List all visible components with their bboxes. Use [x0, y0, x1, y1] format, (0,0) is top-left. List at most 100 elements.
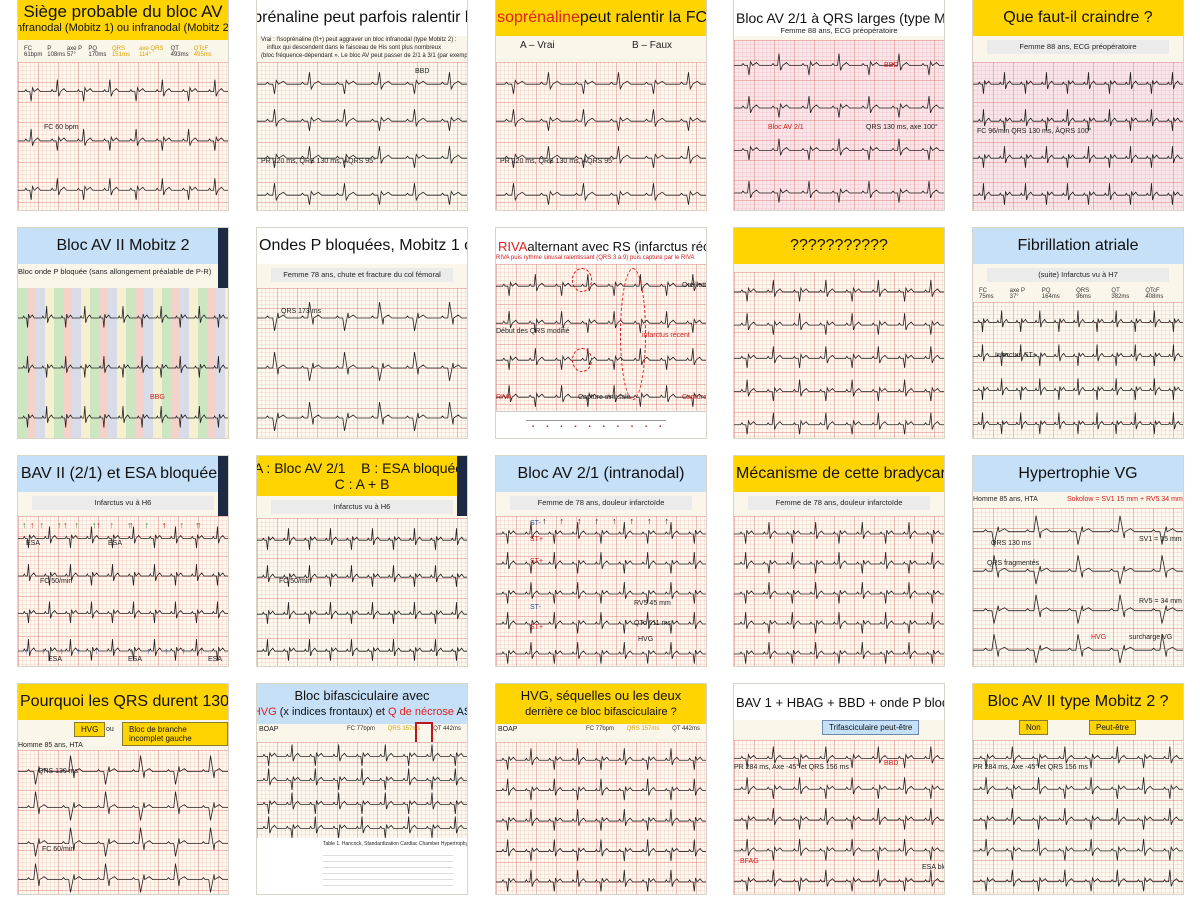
subtitle: Infarctus vu à H6 [32, 496, 214, 510]
slide-8[interactable]: RIVA alternant avec RS (infarctus récent… [496, 228, 706, 438]
arrow-row: ↑↑↑↑↑↑↑↑↑↑↑ [24, 646, 217, 656]
title-red: RIVA [498, 238, 528, 254]
slide-12[interactable]: A : Bloc AV 2/1 B : ESA bloquées C : A +… [257, 456, 467, 666]
ecg-lead-trace [734, 346, 944, 368]
slide-18[interactable]: HVG, séquelles ou les deux derrière ce b… [496, 684, 706, 894]
ecg-lead-trace [973, 869, 1183, 892]
answer-a[interactable]: A – Vrai [520, 40, 555, 51]
slide-title: Bloc AV 2/1 à QRS larges (type Mobitz 2) [734, 0, 944, 36]
measure: QTcF 495ms [193, 46, 212, 58]
marker-ellipse [572, 268, 592, 292]
ecg-strip [973, 740, 1183, 894]
title-mid: (x indices frontaux) et [276, 706, 388, 718]
ecg-lead-trace [496, 778, 706, 801]
slide-19[interactable]: BAV 1 + HBAG + BBD + onde P bloquée Trif… [734, 684, 944, 894]
text-line: Vrai : l'isoprénaline (ß+) peut aggraver… [261, 37, 457, 43]
caption: BOAP [259, 726, 279, 733]
measure: QRS 96ms [1076, 288, 1091, 300]
ecg-lead-trace [734, 313, 944, 335]
answer-b[interactable]: B – Faux [632, 40, 673, 51]
measure: QT 382ms [1111, 288, 1130, 300]
slide-title: RIVA alternant avec RS (infarctus récent… [496, 228, 706, 264]
caption-text: PR 284 ms, Axe -45° et QRS 156 ms [734, 764, 849, 771]
slide-6[interactable]: Bloc AV II Mobitz 2 Bloc onde P bloquée … [18, 228, 228, 438]
slide-9[interactable]: ??????????? [734, 228, 944, 438]
ecg-strip [257, 518, 467, 666]
logo-strip [457, 456, 467, 516]
slide-7[interactable]: Ondes P bloquées, Mobitz 1 ou 2 ? Femme … [257, 228, 467, 438]
caption: surcharge VG [1129, 634, 1173, 641]
ecg-lead-trace [18, 563, 228, 586]
caption: ST- [530, 604, 541, 611]
ecg-lead-trace [496, 748, 706, 770]
measure: P 108ms [47, 46, 66, 58]
title-line-2: derrière ce bloc bifasciculaire ? [525, 706, 677, 718]
slide-1[interactable]: Siège probable du bloc AV infranodal (Mo… [18, 0, 228, 210]
badge-hvg: HVG [74, 722, 106, 737]
slide-3[interactable]: L'isoprénaline peut ralentir la FC ? A –… [496, 0, 706, 210]
ecg-strip [734, 40, 944, 210]
slide-2[interactable]: L'isoprénaline peut parfois ralentir la … [257, 0, 467, 210]
slide-16[interactable]: Pourquoi les QRS durent 130 ms ? HVG ou … [18, 684, 228, 894]
slide-4[interactable]: Bloc AV 2/1 à QRS larges (type Mobitz 2)… [734, 0, 944, 210]
badge-bbig: Bloc de branche incomplet gauche [122, 722, 228, 746]
ecg-lead-trace [257, 744, 467, 767]
title-line-2: infranodal (Mobitz 1) ou infranodal (Mob… [18, 22, 228, 34]
marker-ellipse [620, 268, 646, 400]
logo-strip [218, 228, 228, 288]
measure: QTcF 408ms [1145, 288, 1164, 300]
ecg-strip [734, 516, 944, 666]
ecg-lead-trace [973, 109, 1183, 131]
ecg-lead-trace [734, 379, 944, 402]
measure-table: FC 75ms axe P 37° PQ 164ms QRS 96ms QT 3… [979, 288, 1177, 302]
ecg-strip [257, 288, 467, 438]
ecg-lead-trace [734, 808, 944, 830]
ecg-lead-trace [973, 412, 1183, 435]
measure: QT 442ms [433, 726, 461, 732]
measure: QRS 151ms [111, 46, 130, 58]
caption: Début des QRS modifié [496, 328, 570, 335]
slide-5[interactable]: Que faut-il craindre ? Femme 88 ans, ECG… [973, 0, 1183, 210]
subtitle: Femme 78 ans, chute et fracture du col f… [271, 268, 453, 282]
ecg-lead-trace [18, 405, 228, 428]
ecg-lead-trace [973, 808, 1183, 830]
slide-11[interactable]: BAV II (2/1) et ESA bloquées Infarctus v… [18, 456, 228, 666]
slide-20[interactable]: Bloc AV II type Mobitz 2 ? Non Peut-être… [973, 684, 1183, 894]
caption: QRS 173 ms [281, 308, 322, 315]
ecg-trace [18, 526, 228, 661]
measure: axe P 57° [66, 46, 83, 58]
caption: RIVA [496, 394, 512, 401]
ecg-strip [18, 288, 228, 438]
caption: ST+ [530, 536, 544, 543]
slide-13[interactable]: Bloc AV 2/1 (intranodal) Femme de 78 ans… [496, 456, 706, 666]
title-end: AS [456, 706, 467, 718]
ecg-lead-trace [496, 348, 706, 370]
subtitle: Infarctus vu à H6 [271, 500, 453, 514]
ecg-lead-trace [257, 639, 467, 661]
ecg-lead-trace [973, 344, 1183, 367]
title-rest: alternant avec RS (infarctus récent) [527, 238, 706, 254]
slide-14[interactable]: Mécanisme de cette bradycardie ? Femme d… [734, 456, 944, 666]
measure: axe P 37° [1009, 288, 1025, 300]
ecg-trace [496, 748, 706, 892]
text-line: Homme 85 ans, HTA [18, 742, 83, 749]
ecg-trace [18, 305, 228, 428]
title-line-1: Siège probable du bloc AV [23, 2, 223, 21]
caption: QRS 130 ms [38, 768, 79, 775]
ecg-lead-trace [257, 72, 467, 94]
ecg-strip [257, 742, 467, 838]
slide-title: L'isoprénaline peut parfois ralentir la … [257, 0, 467, 36]
ecg-lead-trace [973, 183, 1183, 205]
ecg-lead-trace [734, 777, 944, 799]
slide-10[interactable]: Fibrillation atriale (suite) Infarctus v… [973, 228, 1183, 438]
ecg-lead-trace [973, 594, 1183, 624]
measure: QRS 157ms [387, 726, 421, 732]
caption: PR 220 ms, QRS 130 ms, ÂQRS 95° [500, 158, 615, 165]
measure: FC 61bpm [24, 46, 43, 58]
caption: Infarctus ST+ [995, 352, 1037, 359]
slide-15[interactable]: Hypertrophie VG Homme 85 ans, HTA Sokolo… [973, 456, 1183, 666]
slide-title: A : Bloc AV 2/1 B : ESA bloquées C : A +… [257, 456, 467, 496]
caption: FC 50/min [40, 578, 73, 585]
slide-17[interactable]: Bloc bifasciculaire avec HVG (x indices … [257, 684, 467, 894]
ecg-lead-trace [734, 611, 944, 634]
